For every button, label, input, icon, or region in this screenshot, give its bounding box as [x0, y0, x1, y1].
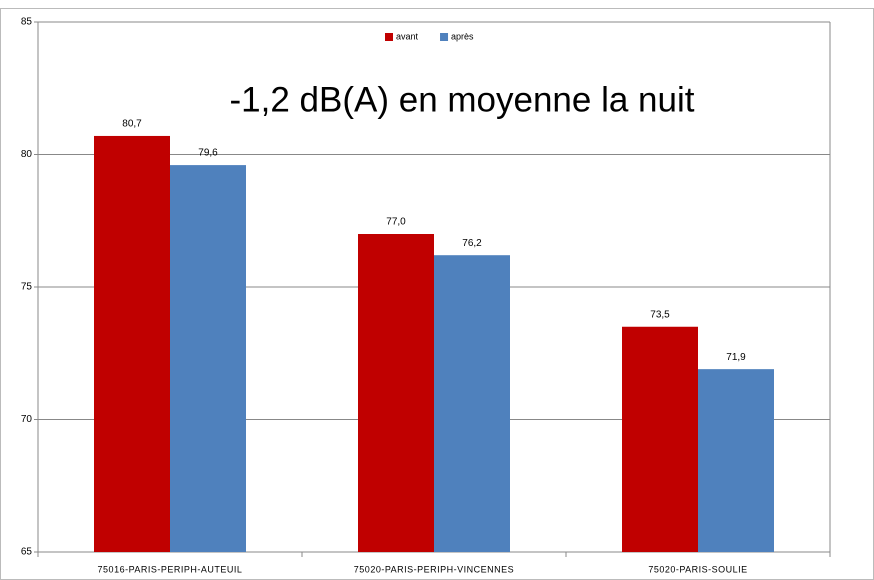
legend-swatch: [385, 33, 393, 41]
y-tick-label: 65: [21, 547, 33, 558]
y-tick-label: 85: [21, 17, 33, 28]
value-label: 76,2: [462, 238, 482, 249]
value-label: 73,5: [650, 309, 670, 320]
bar: [434, 255, 510, 552]
y-tick-label: 70: [21, 414, 33, 425]
y-tick-label: 80: [21, 149, 33, 160]
bar: [622, 326, 698, 552]
value-label: 77,0: [386, 217, 406, 228]
legend-label: avant: [396, 31, 419, 41]
value-label: 80,7: [122, 119, 142, 130]
annotation: -1,2 dB(A) en moyenne la nuit: [230, 80, 695, 119]
bar: [358, 234, 434, 552]
x-tick-label: 75020-PARIS-PERIPH-VINCENNES: [354, 564, 514, 574]
legend-label: après: [451, 31, 474, 41]
bar: [698, 369, 774, 552]
y-tick-label: 75: [21, 282, 33, 293]
value-label: 71,9: [726, 352, 746, 363]
bar: [170, 165, 246, 552]
value-label: 79,6: [198, 148, 218, 159]
x-tick-label: 75020-PARIS-SOULIE: [648, 564, 747, 574]
x-tick-label: 75016-PARIS-PERIPH-AUTEUIL: [98, 564, 243, 574]
bar: [94, 135, 170, 552]
legend-swatch: [440, 33, 449, 41]
